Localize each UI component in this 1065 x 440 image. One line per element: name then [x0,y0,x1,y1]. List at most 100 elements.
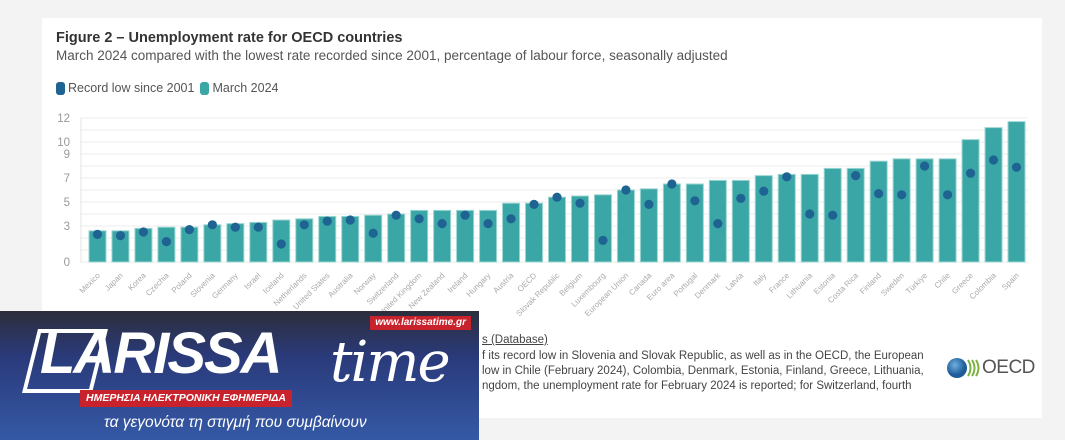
bar [846,167,865,263]
record-low-dot [644,199,654,209]
legend-label: March 2024 [212,81,279,95]
bar [777,173,796,263]
bar [961,139,980,263]
record-low-dot [414,214,424,224]
site-url[interactable]: www.larissatime.gr [370,316,471,330]
record-low-dot [253,222,263,232]
bar [525,202,544,263]
legend-swatch [56,81,65,95]
x-tick-label: Latvia [724,271,746,293]
bar [984,127,1003,263]
bar [938,158,957,263]
record-low-dot [230,222,240,232]
x-tick-label: Japan [103,271,125,293]
bar [502,202,521,263]
record-low-dot [782,172,792,182]
legend-item-march-2024[interactable]: March 2024 [200,81,278,95]
brand-main: LARISSA [40,321,283,386]
record-low-dot [965,168,976,178]
y-tick-label: 5 [64,197,70,209]
y-tick-label: 7 [64,173,70,185]
y-tick-label: 12 [57,113,70,125]
x-tick-label: Italy [751,271,768,288]
record-low-dot [897,190,907,200]
record-low-dot [184,225,194,235]
bar [249,221,268,263]
record-low-dot [483,219,493,229]
source-link[interactable]: s (Database) [482,334,548,346]
record-low-dot [942,190,953,200]
note-line: low in Chile (February 2024), Colombia, … [482,365,924,377]
chart-title: Figure 2 – Unemployment rate for OECD co… [56,30,403,46]
chart-subtitle: March 2024 compared with the lowest rate… [56,48,728,63]
record-low-dot [713,219,723,229]
record-low-dot [299,220,309,230]
bar [111,230,130,263]
x-tick-label: Hungary [465,271,493,299]
legend-item-record-low[interactable]: Record low since 2001 [56,81,194,95]
bar [203,224,222,263]
y-tick-label: 0 [64,257,70,269]
bar [295,218,314,263]
record-low-dot [575,198,585,208]
bar [456,209,475,263]
x-tick-label: Chile [933,271,953,291]
globe-icon [947,358,980,378]
record-low-dot [552,192,562,202]
y-tick-label: 3 [64,221,70,233]
record-low-dot [621,185,631,195]
bar [731,179,750,263]
record-low-dot [322,216,332,226]
bar [479,209,498,263]
x-tick-label: Austria [491,271,515,295]
oecd-logo-text: OECD [982,357,1035,378]
x-tick-label: Czechia [144,271,171,298]
legend: Record low since 2001 March 2024 [56,81,278,95]
bar [915,158,934,263]
record-low-dot [988,155,999,165]
bar [410,209,429,263]
record-low-dot [207,220,217,230]
bar [892,158,911,263]
record-low-dot [391,210,401,220]
record-low-dot [161,237,172,247]
bar [1007,121,1026,263]
record-low-dot [874,189,884,199]
legend-label: Record low since 2001 [68,81,195,95]
x-tick-label: Australia [326,271,355,300]
x-tick-label: Spain [1000,271,1021,292]
x-tick-label: Türkiye [904,271,929,296]
bar [364,214,383,263]
bar [387,213,406,263]
x-tick-label: Mexico [78,271,103,296]
x-tick-label: Denmark [693,270,723,300]
y-tick-label: 10 [57,137,70,149]
bar [869,160,888,263]
record-low-dot [759,186,769,196]
x-tick-label: Sweden [879,271,906,298]
bar [433,209,452,263]
bar [318,215,337,263]
record-low-dot [506,214,516,224]
x-tick-label: Israel [243,271,263,291]
bar [662,183,681,263]
record-low-dot [345,215,355,225]
y-tick-label: 9 [64,149,70,161]
record-low-dot [92,229,103,239]
record-low-dot [138,227,149,237]
bar [570,195,589,263]
record-low-dot [690,196,700,206]
bar [616,189,635,263]
larissatime-banner[interactable]: LARISSA time www.larissatime.gr ΗΜΕΡΗΣΙΑ… [0,311,479,440]
record-low-dot [920,161,930,171]
bar [593,194,612,263]
record-low-dot [115,231,126,241]
record-low-dot [529,199,539,209]
note-line: f its record low in Slovenia and Slovak … [482,350,924,362]
slogan: τα γεγονότα τη στιγμή που συμβαίνουν [104,414,367,431]
bar [685,183,704,263]
brand-time: time [330,330,451,395]
x-tick-label: Slovak Republic [514,271,561,318]
bar [754,175,773,263]
